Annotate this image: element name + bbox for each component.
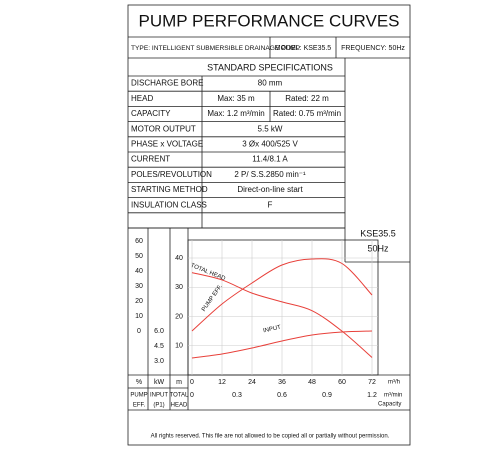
- curve: [191, 258, 373, 332]
- spec-label: POLES/REVOLUTION: [131, 170, 212, 179]
- y-tick-label: 6.0: [154, 328, 164, 335]
- x-unit: m³/h: [388, 380, 400, 386]
- chart-model: KSE35.5: [360, 228, 396, 238]
- footer: All rights reserved. This file are not a…: [151, 434, 390, 440]
- axis-title: (P1): [153, 403, 164, 409]
- spec-value: Rated: 22 m: [285, 94, 329, 103]
- x2-unit: m³/min: [384, 393, 402, 399]
- spec-label: CAPACITY: [131, 109, 171, 118]
- frequency: FREQUENCY: 50Hz: [341, 45, 405, 52]
- x-tick-label: 36: [278, 379, 286, 386]
- x-tick-label: 0: [190, 379, 194, 386]
- spec-label: DISCHARGE BORE: [131, 79, 203, 88]
- axis-title: HEAD: [171, 403, 188, 409]
- title: PUMP PERFORMANCE CURVES: [138, 11, 399, 30]
- x2-tick-label: 0: [190, 392, 194, 399]
- spec-title: STANDARD SPECIFICATIONS: [207, 62, 333, 72]
- spec-value: Rated: 0.75 m³/min: [273, 109, 341, 118]
- spec-value: F: [268, 200, 273, 209]
- axis-title: EFF.: [133, 403, 146, 409]
- spec-label: HEAD: [131, 94, 153, 103]
- spec-label: PHASE x VOLTAGE: [131, 140, 203, 149]
- spec-label: INSULATION CLASS: [131, 200, 207, 209]
- axis-unit: %: [136, 379, 142, 386]
- spec-value: 2 P/ S.S.2850 min⁻¹: [234, 170, 306, 179]
- y-tick-label: 20: [135, 298, 143, 305]
- y-tick-label: 30: [135, 283, 143, 290]
- model: MODEL: KSE35.5: [275, 45, 332, 52]
- x-tick-label: 24: [248, 379, 256, 386]
- spec-label: CURRENT: [131, 155, 170, 164]
- y-tick-label: 40: [135, 268, 143, 275]
- x2-tick-label: 0.3: [232, 392, 242, 399]
- spec-label: MOTOR OUTPUT: [131, 124, 196, 133]
- curve-label: INPUT: [263, 325, 282, 335]
- x-title: Capacity: [378, 402, 401, 408]
- y-tick-label: 10: [175, 343, 183, 350]
- x-tick-label: 12: [218, 379, 226, 386]
- spec-value: 11.4/8.1 A: [252, 155, 288, 164]
- type: TYPE: INTELLIGENT SUBMERSIBLE DRAINAGE P…: [131, 45, 301, 52]
- spec-value: Direct-on-line start: [237, 185, 303, 194]
- axis-title: PUMP: [130, 393, 147, 399]
- spec-value: 3 Øx 400/525 V: [242, 140, 298, 149]
- spec-label: STARTING METHOD: [131, 185, 208, 194]
- spec-value: 5.5 kW: [258, 124, 283, 133]
- chart-frequency: 50Hz: [367, 243, 389, 253]
- y-tick-label: 40: [175, 255, 183, 262]
- spec-value: Max: 1.2 m³/min: [207, 109, 264, 118]
- y-tick-label: 60: [135, 238, 143, 245]
- x2-tick-label: 0.6: [277, 392, 287, 399]
- axis-unit: m: [176, 379, 182, 386]
- x-tick-label: 72: [368, 379, 376, 386]
- x2-tick-label: 1.2: [367, 392, 377, 399]
- y-tick-label: 10: [135, 313, 143, 320]
- y-tick-label: 0: [137, 328, 141, 335]
- curve: [191, 330, 373, 359]
- axis-unit: kW: [154, 379, 165, 386]
- x2-tick-label: 0.9: [322, 392, 332, 399]
- spec-value: Max: 35 m: [217, 94, 255, 103]
- curve: [191, 272, 373, 358]
- spec-value: 80 mm: [258, 79, 283, 88]
- y-tick-label: 50: [135, 253, 143, 260]
- y-tick-label: 4.5: [154, 343, 164, 350]
- x-tick-label: 60: [338, 379, 346, 386]
- axis-title: INPUT: [150, 393, 168, 399]
- y-tick-label: 20: [175, 313, 183, 320]
- axis-title: TOTAL: [170, 393, 189, 399]
- y-tick-label: 30: [175, 284, 183, 291]
- y-tick-label: 3.0: [154, 358, 164, 365]
- x-tick-label: 48: [308, 379, 316, 386]
